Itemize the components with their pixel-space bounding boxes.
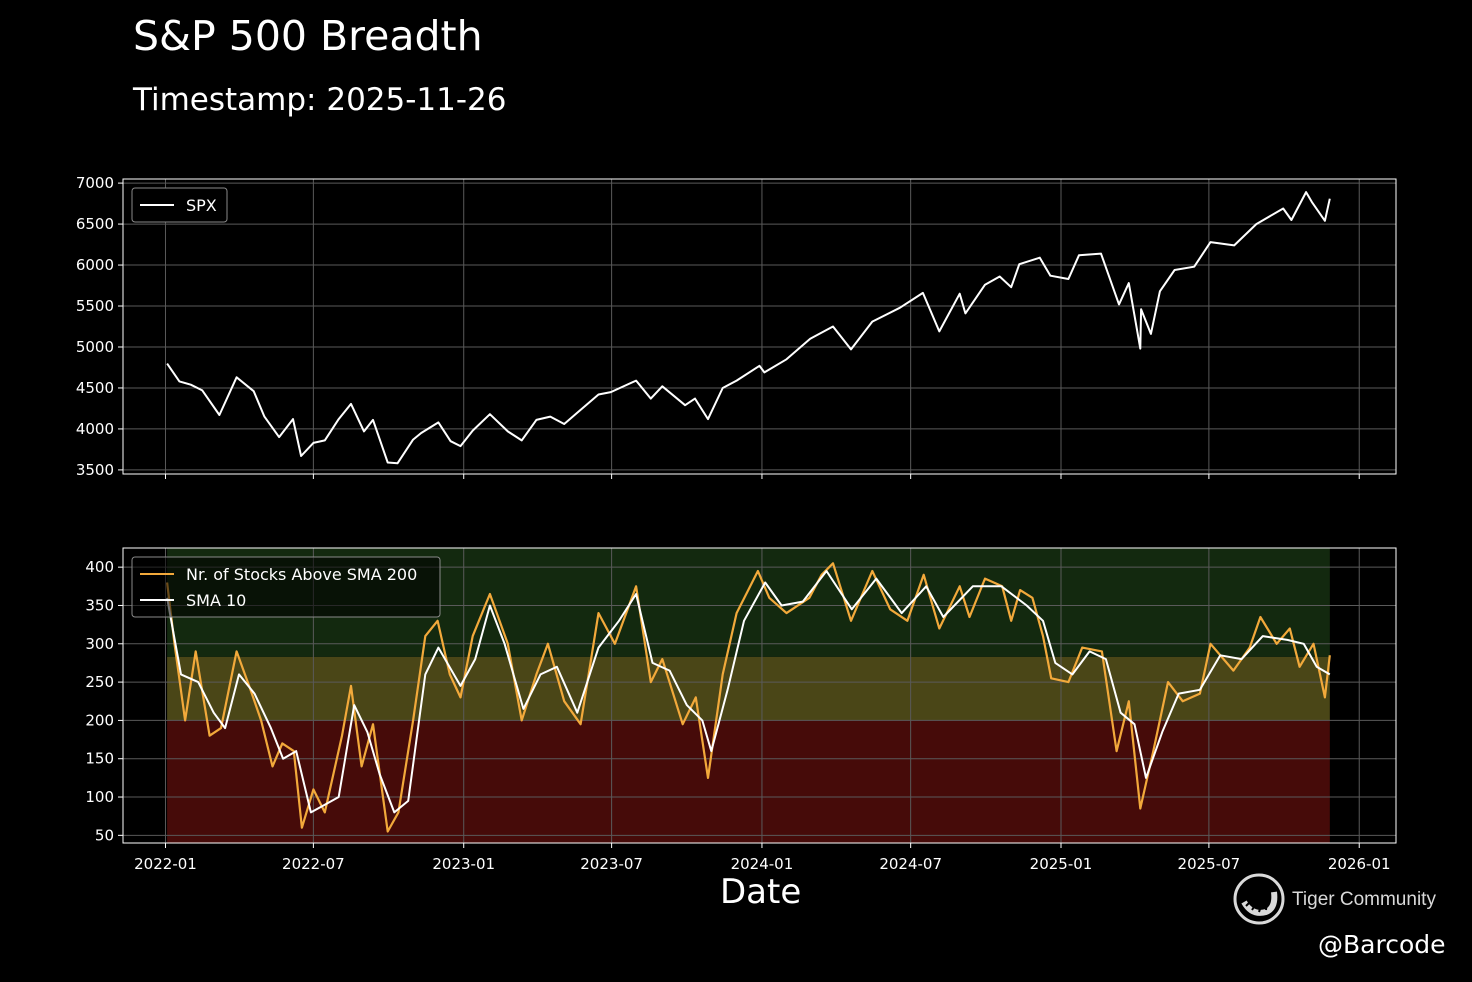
spx-series-line-0 bbox=[166, 191, 1331, 465]
x-tick-label: 2024-07 bbox=[879, 855, 942, 873]
zone-band-2 bbox=[167, 720, 1330, 843]
x-tick-label: 2023-07 bbox=[580, 855, 643, 873]
y-tick-label: 7000 bbox=[76, 174, 114, 192]
legend-label: SMA 10 bbox=[186, 591, 246, 610]
y-tick-label: 4000 bbox=[76, 420, 114, 438]
y-tick-label: 100 bbox=[85, 788, 114, 806]
spx-panel: 3500 4000 4500 5000 5500 6000 6500 7000 SPX bbox=[76, 174, 1397, 479]
y-tick-label: 150 bbox=[85, 750, 114, 768]
chart-title: S&P 500 Breadth bbox=[133, 12, 483, 60]
y-tick-label: 350 bbox=[85, 596, 114, 614]
y-tick-label: 5000 bbox=[76, 338, 114, 356]
tiger-logo-icon bbox=[1233, 873, 1285, 925]
author-handle: @Barcode bbox=[1318, 930, 1446, 959]
y-tick-label: 4500 bbox=[76, 379, 114, 397]
y-tick-label: 250 bbox=[85, 673, 114, 691]
x-tick-label: 2025-07 bbox=[1178, 855, 1241, 873]
breadth-legend bbox=[131, 556, 441, 618]
y-tick-label: 3500 bbox=[76, 461, 114, 479]
spx-legend bbox=[131, 187, 228, 223]
legend-label: Nr. of Stocks Above SMA 200 bbox=[186, 565, 417, 584]
x-tick-label: 2022-07 bbox=[282, 855, 345, 873]
x-tick-label: 2025-01 bbox=[1030, 855, 1093, 873]
y-tick-label: 50 bbox=[95, 826, 114, 844]
x-tick-label: 2022-01 bbox=[134, 855, 197, 873]
zone-band-0 bbox=[167, 656, 1330, 721]
legend-label: SPX bbox=[186, 196, 217, 215]
y-tick-label: 5500 bbox=[76, 297, 114, 315]
watermark: Tiger Community bbox=[1232, 872, 1452, 926]
chart-subtitle: Timestamp: 2025-11-26 bbox=[133, 82, 507, 118]
breadth-series-line-0 bbox=[166, 562, 1331, 833]
breadth-axes-frame bbox=[122, 547, 1397, 844]
breadth-panel: 50 100 150 200 250 300 350 400 2022-01 2022-07 202… bbox=[85, 547, 1397, 873]
y-tick-label: 6500 bbox=[76, 215, 114, 233]
x-tick-label: 2026-01 bbox=[1328, 855, 1391, 873]
y-tick-label: 200 bbox=[85, 711, 114, 729]
x-axis-label: Date bbox=[720, 872, 802, 912]
y-tick-label: 400 bbox=[85, 558, 114, 576]
y-tick-label: 300 bbox=[85, 635, 114, 653]
breadth-series-line-1 bbox=[166, 570, 1331, 814]
x-tick-label: 2023-01 bbox=[432, 855, 495, 873]
x-tick-label: 2024-01 bbox=[731, 855, 794, 873]
y-tick-label: 6000 bbox=[76, 256, 114, 274]
watermark-text: Tiger Community bbox=[1292, 889, 1436, 910]
spx-axes-frame bbox=[122, 178, 1397, 475]
